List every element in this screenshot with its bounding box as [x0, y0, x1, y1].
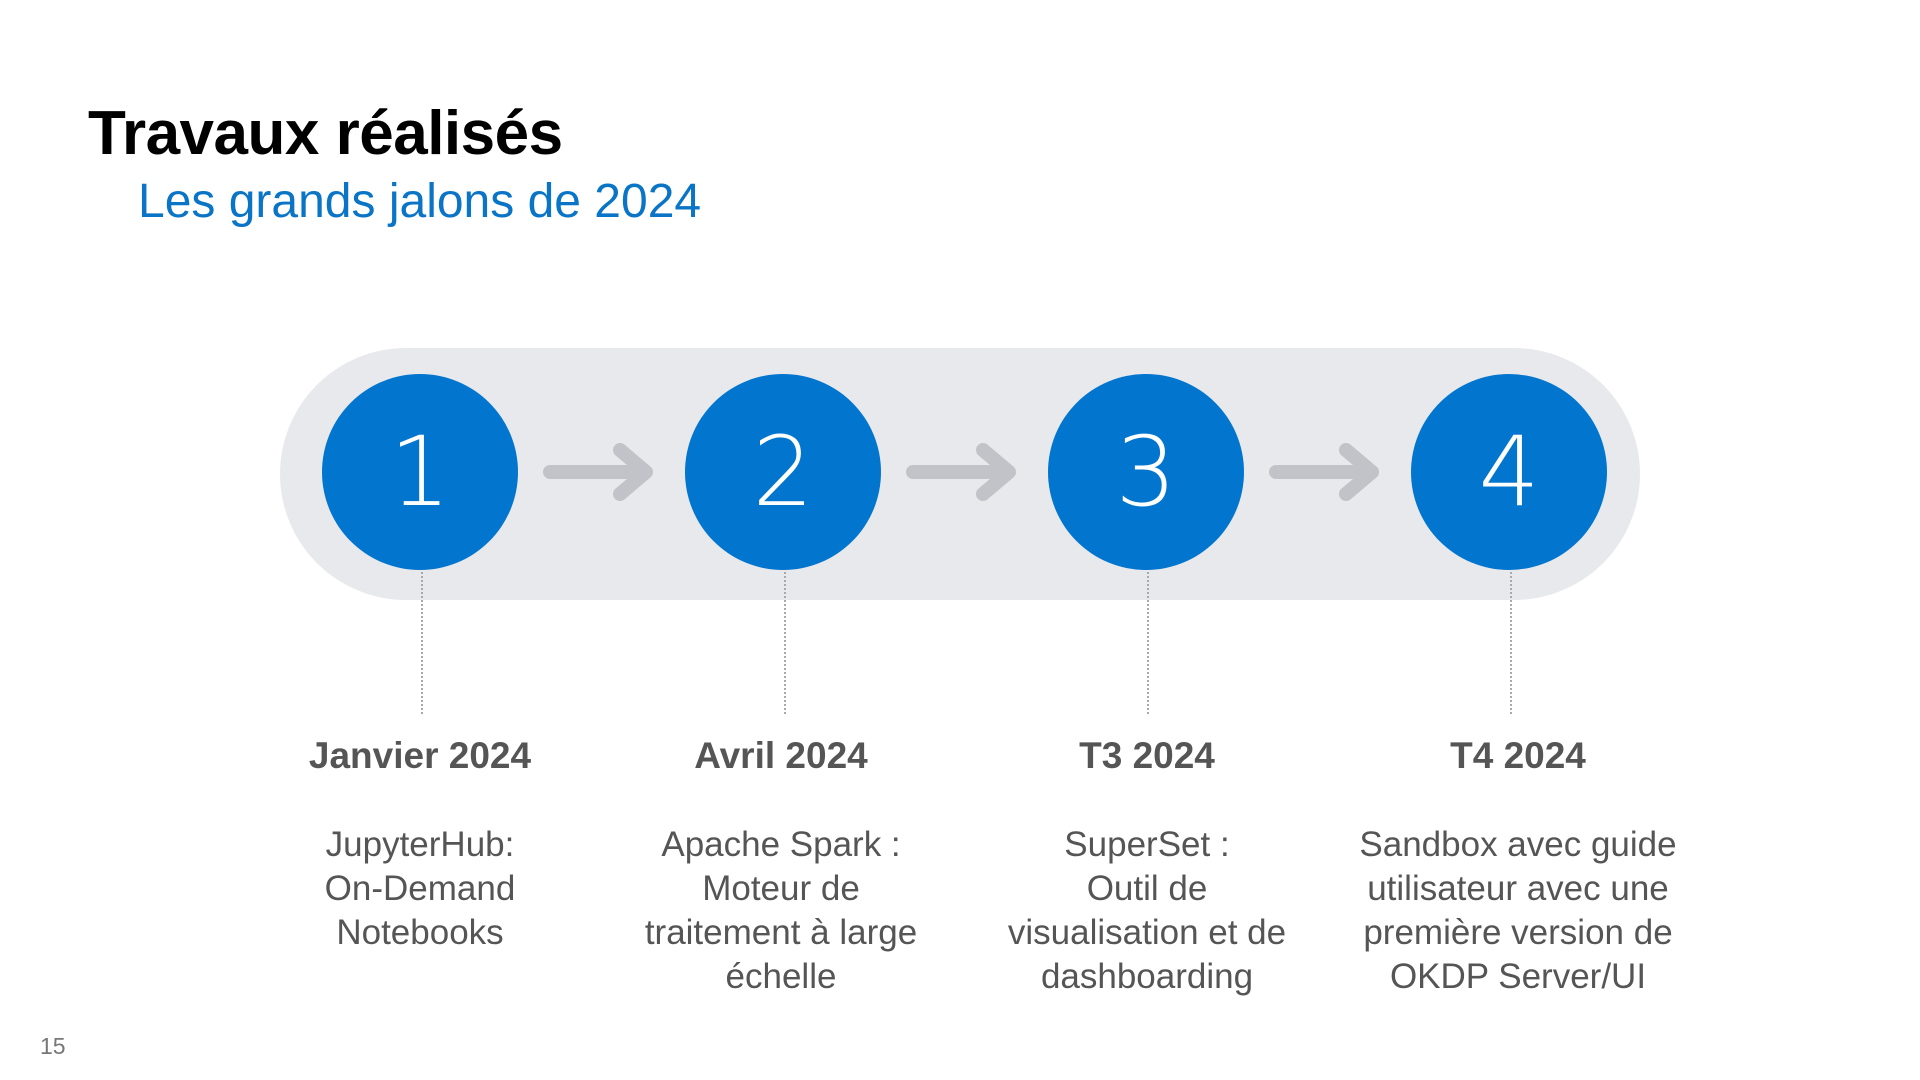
milestone-date: T4 2024 [1450, 735, 1586, 776]
milestone-date: T3 2024 [1079, 735, 1215, 776]
arrow-right-icon [906, 443, 1016, 501]
milestone-circle-2: 2 [685, 374, 881, 570]
milestone-circle-4: 4 [1411, 374, 1607, 570]
arrow-right-icon [543, 443, 653, 501]
milestone-description: Sandbox avec guide utilisateur avec une … [1338, 823, 1698, 999]
description-line: visualisation et de [1007, 913, 1287, 952]
connector-line [421, 572, 423, 714]
description-line: Moteur de [702, 869, 860, 908]
connector-line [784, 572, 786, 714]
connector-line [1147, 572, 1149, 714]
milestone-date: Janvier 2024 [308, 735, 532, 776]
description-line: SuperSet : [1064, 825, 1230, 864]
description-line: traitement à large [644, 913, 918, 952]
milestone-circle-3: 3 [1048, 374, 1244, 570]
milestone-description: Apache Spark : Moteur de traitement à la… [601, 823, 961, 999]
description-line: Notebooks [336, 913, 504, 952]
description-line: première version de [1363, 913, 1673, 952]
milestone-3: T3 2024 SuperSet : Outil de visualisatio… [967, 735, 1327, 999]
arrow-right-icon [1269, 443, 1379, 501]
description-line: Outil de [1086, 869, 1208, 908]
description-line: Sandbox avec guide [1359, 825, 1677, 864]
description-line: JupyterHub: [325, 825, 515, 864]
description-line: OKDP Server/UI [1389, 957, 1647, 996]
description-line: Apache Spark : [661, 825, 901, 864]
description-line: On-Demand [324, 869, 516, 908]
description-line: échelle [725, 957, 837, 996]
milestone-circle-1: 1 [322, 374, 518, 570]
page-number: 15 [40, 1033, 66, 1059]
milestone-date: Avril 2024 [694, 735, 868, 776]
milestone-2: Avril 2024 Apache Spark : Moteur de trai… [601, 735, 961, 999]
milestone-description: SuperSet : Outil de visualisation et de … [967, 823, 1327, 999]
description-line: utilisateur avec une [1367, 869, 1669, 908]
milestone-description: JupyterHub: On-Demand Notebooks [240, 823, 600, 955]
milestone-1: Janvier 2024 JupyterHub: On-Demand Noteb… [240, 735, 600, 955]
connector-line [1510, 572, 1512, 714]
page-title: Travaux réalisés [88, 99, 563, 168]
milestone-4: T4 2024 Sandbox avec guide utilisateur a… [1338, 735, 1698, 999]
page-subtitle: Les grands jalons de 2024 [138, 175, 702, 228]
description-line: dashboarding [1040, 957, 1254, 996]
